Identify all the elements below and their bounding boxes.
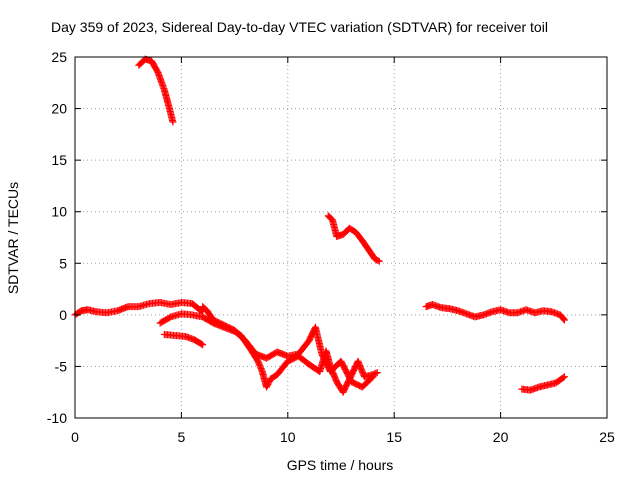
y-tick-label: 20 bbox=[51, 101, 67, 117]
data-point bbox=[255, 360, 263, 368]
y-axis-label: SDTVAR / TECUs bbox=[5, 182, 21, 294]
y-tick-label: 10 bbox=[51, 204, 67, 220]
plot-frame bbox=[74, 56, 608, 419]
series-arc-1 bbox=[135, 55, 177, 126]
data-point bbox=[197, 340, 205, 348]
chart-title: Day 359 of 2023, Sidereal Day-to-day VTE… bbox=[51, 19, 548, 35]
data-point bbox=[373, 369, 381, 377]
data-point bbox=[257, 365, 265, 373]
data-point bbox=[255, 359, 263, 367]
y-tick-label: -5 bbox=[55, 358, 68, 374]
data-point bbox=[375, 257, 383, 265]
data-point bbox=[254, 357, 262, 365]
x-tick-label: 25 bbox=[599, 429, 615, 445]
data-point bbox=[560, 316, 568, 324]
axis-ticks: 0 5 10 15 20 25 -10 -5 0 5 10 15 20 25 bbox=[47, 49, 615, 445]
y-tick-label: 15 bbox=[51, 152, 67, 168]
data-point bbox=[199, 341, 207, 349]
series-arc-2 bbox=[71, 298, 207, 319]
series-arc-4 bbox=[156, 310, 381, 396]
x-tick-label: 5 bbox=[178, 429, 186, 445]
series-arc-5 bbox=[199, 303, 377, 391]
data-point bbox=[560, 315, 568, 323]
x-axis-label: GPS time / hours bbox=[287, 457, 394, 473]
series-arc-6 bbox=[324, 212, 383, 265]
x-tick-label: 15 bbox=[386, 429, 402, 445]
data-point bbox=[256, 362, 264, 370]
series-arc-8 bbox=[518, 373, 568, 394]
y-tick-label: 5 bbox=[59, 255, 67, 271]
x-tick-label: 20 bbox=[493, 429, 509, 445]
data-point bbox=[559, 374, 567, 382]
x-tick-label: 0 bbox=[71, 429, 79, 445]
data-point bbox=[560, 373, 568, 381]
x-tick-label: 10 bbox=[280, 429, 296, 445]
series-arc-7 bbox=[422, 301, 568, 324]
data-point bbox=[256, 363, 264, 371]
series-arc-3 bbox=[160, 330, 207, 349]
data-points bbox=[71, 55, 568, 396]
data-point bbox=[374, 257, 382, 265]
y-tick-label: -10 bbox=[47, 410, 67, 426]
data-point bbox=[169, 118, 177, 126]
data-point bbox=[369, 373, 377, 381]
y-tick-label: 25 bbox=[51, 49, 67, 65]
grid-lines bbox=[75, 57, 607, 418]
y-tick-label: 0 bbox=[59, 307, 67, 323]
data-point bbox=[368, 374, 376, 382]
